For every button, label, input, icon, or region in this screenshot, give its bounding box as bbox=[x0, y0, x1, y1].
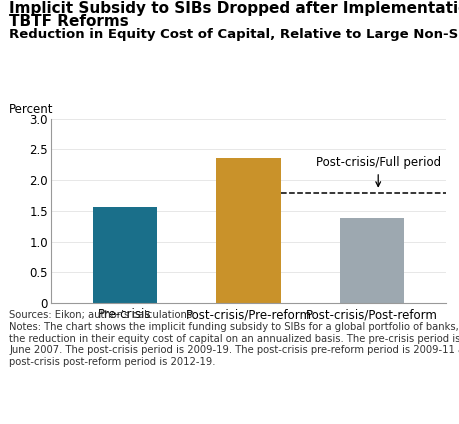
Text: Percent: Percent bbox=[9, 103, 54, 116]
Text: Reduction in Equity Cost of Capital, Relative to Large Non-SIB Banks: Reduction in Equity Cost of Capital, Rel… bbox=[9, 28, 459, 41]
Text: Sources: Eikon; author’s calculations.: Sources: Eikon; author’s calculations. bbox=[9, 310, 195, 320]
Bar bbox=[216, 158, 280, 303]
Bar bbox=[339, 218, 403, 303]
Text: Implicit Subsidy to SIBs Dropped after Implementation of: Implicit Subsidy to SIBs Dropped after I… bbox=[9, 1, 459, 16]
Text: TBTF Reforms: TBTF Reforms bbox=[9, 14, 129, 28]
Text: Post-crisis/Full period: Post-crisis/Full period bbox=[315, 156, 440, 187]
Bar bbox=[92, 206, 157, 303]
Text: Notes: The chart shows the implicit funding subsidy to SIBs for a global portfol: Notes: The chart shows the implicit fund… bbox=[9, 322, 459, 367]
